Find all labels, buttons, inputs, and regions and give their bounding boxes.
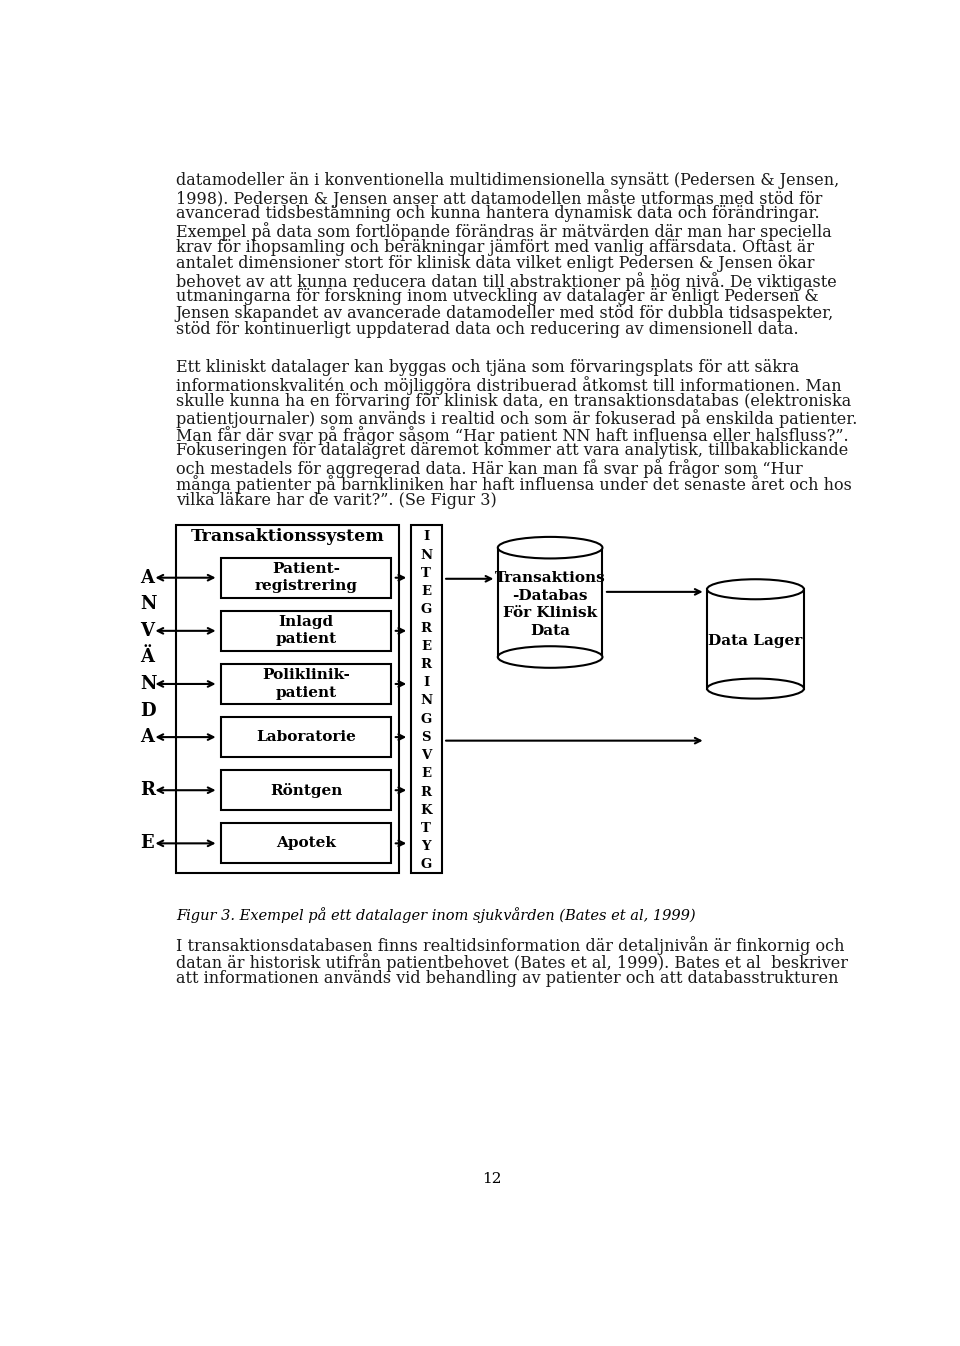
Bar bbox=[498, 548, 603, 657]
Text: Exempel på data som fortlöpande förändras är mätvärden där man har speciella: Exempel på data som fortlöpande förändra… bbox=[176, 222, 831, 241]
Text: krav för ihopsamling och beräkningar jämfört med vanlig affärsdata. Oftast är: krav för ihopsamling och beräkningar jäm… bbox=[176, 238, 814, 256]
Text: datan är historisk utifrån patientbehovet (Bates et al, 1999). Bates et al  besk: datan är historisk utifrån patientbehove… bbox=[176, 953, 848, 972]
Text: I: I bbox=[423, 530, 429, 544]
Bar bbox=[221, 557, 392, 598]
Text: T: T bbox=[421, 822, 431, 835]
Text: utmaningarna för forskning inom utveckling av datalager är enligt Pedersen &: utmaningarna för forskning inom utveckli… bbox=[176, 288, 819, 306]
Text: många patienter på barnkliniken har haft influensa under det senaste året och ho: många patienter på barnkliniken har haft… bbox=[176, 475, 852, 494]
Text: avancerad tidsbestämning och kunna hantera dynamisk data och förändringar.: avancerad tidsbestämning och kunna hante… bbox=[176, 206, 820, 222]
Text: Patient-
registrering: Patient- registrering bbox=[254, 563, 357, 594]
Bar bbox=[176, 525, 399, 872]
Text: T: T bbox=[421, 567, 431, 580]
Text: V: V bbox=[421, 750, 431, 762]
Text: 1998). Pedersen & Jensen anser att datamodellen måste utformas med stöd för: 1998). Pedersen & Jensen anser att datam… bbox=[176, 188, 822, 207]
Text: 12: 12 bbox=[482, 1171, 502, 1186]
Text: V: V bbox=[140, 622, 155, 639]
Bar bbox=[411, 525, 442, 872]
Text: Ett kliniskt datalager kan byggas och tjäna som förvaringsplats för att säkra: Ett kliniskt datalager kan byggas och tj… bbox=[176, 359, 799, 377]
Text: A: A bbox=[140, 569, 155, 587]
Bar bbox=[221, 770, 392, 810]
Text: E: E bbox=[421, 767, 431, 781]
Text: I: I bbox=[423, 676, 429, 689]
Text: K: K bbox=[420, 804, 432, 817]
Text: datamodeller än i konventionella multidimensionella synsätt (Pedersen & Jensen,: datamodeller än i konventionella multidi… bbox=[176, 172, 839, 190]
Text: Y: Y bbox=[421, 840, 431, 853]
Text: N: N bbox=[420, 695, 432, 708]
Text: Fokuseringen för datalagret däremot kommer att vara analytisk, tillbakablickande: Fokuseringen för datalagret däremot komm… bbox=[176, 443, 848, 459]
Text: G: G bbox=[420, 603, 432, 616]
Bar bbox=[221, 611, 392, 651]
Text: Data Lager: Data Lager bbox=[708, 634, 803, 647]
Text: antalet dimensioner stort för klinisk data vilket enligt Pedersen & Jensen ökar: antalet dimensioner stort för klinisk da… bbox=[176, 256, 814, 272]
Text: G: G bbox=[420, 859, 432, 871]
Text: E: E bbox=[140, 835, 154, 852]
Text: och mestadels för aggregerad data. Här kan man få svar på frågor som “Hur: och mestadels för aggregerad data. Här k… bbox=[176, 459, 803, 478]
Text: N: N bbox=[140, 674, 156, 693]
Text: E: E bbox=[421, 639, 431, 653]
Ellipse shape bbox=[708, 579, 804, 599]
Text: att informationen används vid behandling av patienter och att databasstrukturen: att informationen används vid behandling… bbox=[176, 969, 838, 987]
Text: Man får där svar på frågor såsom “Har patient NN haft influensa eller halsfluss?: Man får där svar på frågor såsom “Har pa… bbox=[176, 425, 849, 444]
Text: patientjournaler) som används i realtid och som är fokuserad på enskilda patient: patientjournaler) som används i realtid … bbox=[176, 409, 857, 428]
Text: E: E bbox=[421, 586, 431, 598]
Ellipse shape bbox=[708, 678, 804, 699]
Text: G: G bbox=[420, 712, 432, 725]
Text: Laboratorie: Laboratorie bbox=[256, 730, 356, 744]
Text: R: R bbox=[140, 781, 156, 800]
Bar bbox=[221, 664, 392, 704]
Text: R: R bbox=[420, 658, 432, 670]
Text: Ä: Ä bbox=[140, 649, 155, 666]
Text: stöd för kontinuerligt uppdaterad data och reducering av dimensionell data.: stöd för kontinuerligt uppdaterad data o… bbox=[176, 322, 799, 338]
Text: S: S bbox=[421, 731, 431, 744]
Ellipse shape bbox=[498, 537, 603, 559]
Text: Röntgen: Röntgen bbox=[270, 783, 342, 798]
Text: Apotek: Apotek bbox=[276, 836, 336, 851]
Bar bbox=[708, 590, 804, 689]
Text: skulle kunna ha en förvaring för klinisk data, en transaktionsdatabas (elektroni: skulle kunna ha en förvaring för klinisk… bbox=[176, 393, 852, 409]
Text: D: D bbox=[140, 701, 156, 720]
Text: R: R bbox=[420, 622, 432, 634]
Text: vilka läkare har de varit?”. (Se Figur 3): vilka läkare har de varit?”. (Se Figur 3… bbox=[176, 491, 496, 509]
Text: A: A bbox=[140, 728, 155, 746]
Text: N: N bbox=[420, 549, 432, 561]
Text: R: R bbox=[420, 786, 432, 798]
Bar bbox=[221, 717, 392, 756]
Text: N: N bbox=[140, 595, 156, 614]
Text: Jensen skapandet av avancerade datamodeller med stöd för dubbla tidsaspekter,: Jensen skapandet av avancerade datamodel… bbox=[176, 304, 834, 322]
Ellipse shape bbox=[498, 646, 603, 668]
Text: Poliklinik-
patient: Poliklinik- patient bbox=[262, 669, 350, 700]
Text: Figur 3. Exempel på ett datalager inom sjukvården (Bates et al, 1999): Figur 3. Exempel på ett datalager inom s… bbox=[176, 907, 695, 923]
Text: Transaktions
-Databas
För Klinisk
Data: Transaktions -Databas För Klinisk Data bbox=[494, 571, 606, 638]
Text: Transaktionssystem: Transaktionssystem bbox=[190, 529, 384, 545]
Bar bbox=[221, 824, 392, 863]
Text: Inlagd
patient: Inlagd patient bbox=[276, 615, 337, 646]
Text: I transaktionsdatabasen finns realtidsinformation där detaljnivån är finkornig o: I transaktionsdatabasen finns realtidsin… bbox=[176, 937, 844, 956]
Text: behovet av att kunna reducera datan till abstraktioner på hög nivå. De viktigast: behovet av att kunna reducera datan till… bbox=[176, 272, 836, 291]
Text: informationskvalitén och möjliggöra distribuerad åtkomst till informationen. Man: informationskvalitén och möjliggöra dist… bbox=[176, 376, 841, 394]
